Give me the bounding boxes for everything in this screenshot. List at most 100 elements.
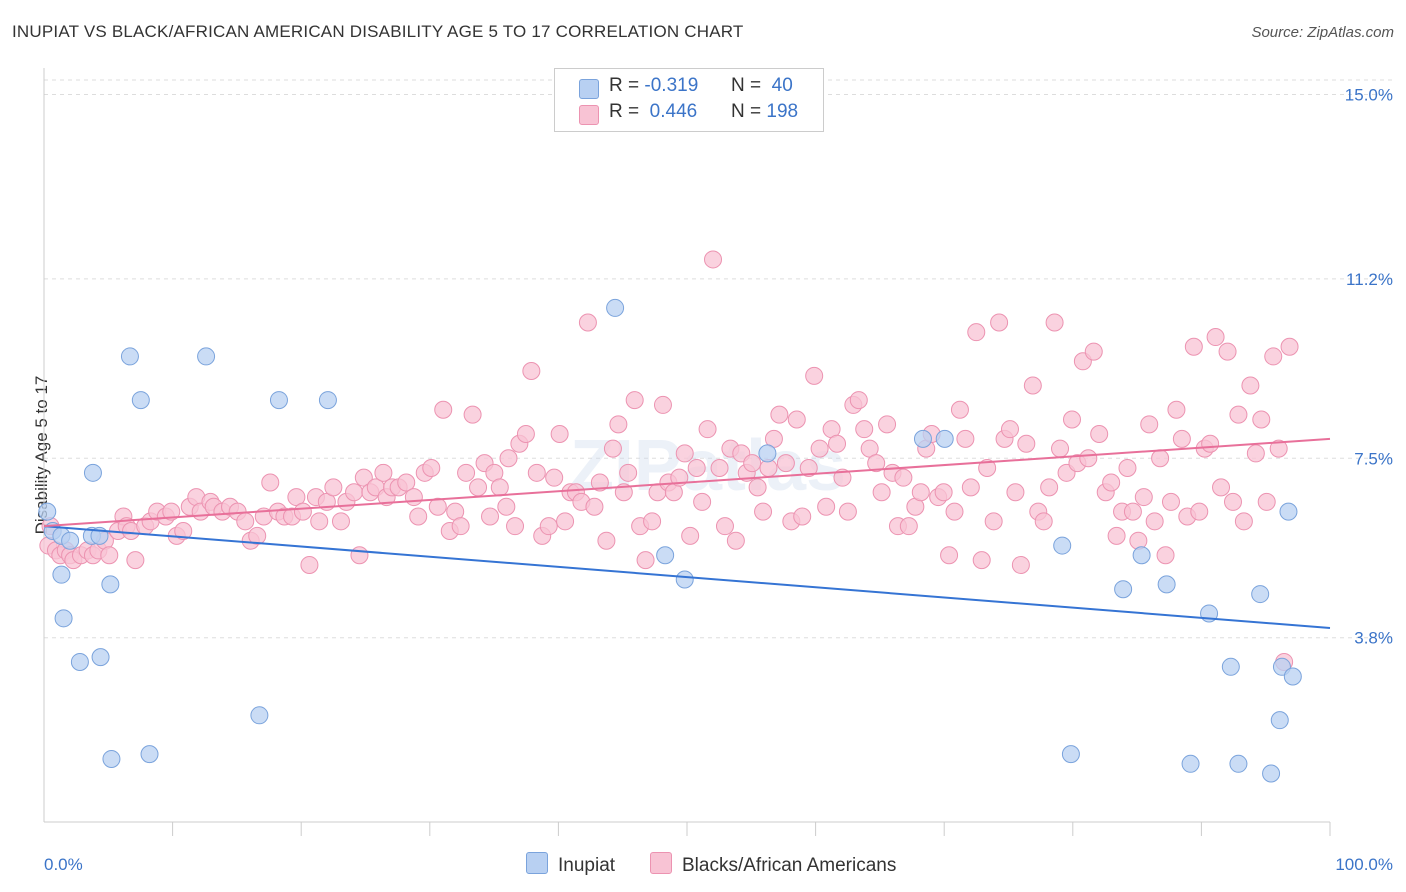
data-point-black xyxy=(1234,512,1253,531)
data-point-black xyxy=(967,323,986,342)
data-point-black xyxy=(1140,415,1159,434)
data-point-black xyxy=(1257,492,1276,511)
data-point-black xyxy=(1167,400,1186,419)
data-point-black xyxy=(331,512,350,531)
data-point-inupiat xyxy=(120,347,139,366)
data-point-black xyxy=(481,507,500,526)
data-point-black xyxy=(293,502,312,521)
data-point-black xyxy=(990,313,1009,332)
data-point-black xyxy=(945,502,964,521)
data-point-inupiat xyxy=(197,347,216,366)
data-point-inupiat xyxy=(1262,764,1281,783)
data-point-black xyxy=(350,546,369,565)
data-point-black xyxy=(1107,526,1126,545)
data-point-black xyxy=(743,454,762,473)
data-point-inupiat xyxy=(1132,546,1151,565)
data-point-black xyxy=(1156,546,1175,565)
data-point-black xyxy=(463,405,482,424)
legend-label-inupiat: Inupiat xyxy=(558,855,616,876)
data-point-black xyxy=(956,429,975,448)
data-point-black xyxy=(497,497,516,516)
data-point-black xyxy=(374,463,393,482)
legend-label-black: Blacks/African Americans xyxy=(682,855,897,876)
series-blacks-african-americans xyxy=(39,250,1299,671)
legend-item-black: Blacks/African Americans xyxy=(650,852,896,877)
data-point-inupiat xyxy=(131,391,150,410)
r-value: 0.446 xyxy=(649,101,698,122)
data-point-black xyxy=(1045,313,1064,332)
data-point-black xyxy=(681,526,700,545)
data-point-black xyxy=(940,546,959,565)
data-point-inupiat xyxy=(675,570,694,589)
data-point-black xyxy=(899,517,918,536)
data-point-black xyxy=(522,361,541,380)
data-point-black xyxy=(1229,405,1248,424)
correlation-legend: R = -0.319 N = 40 R = 0.446 N = 198 xyxy=(554,68,824,132)
y-tick-label: 7.5% xyxy=(1354,449,1393,468)
data-point-black xyxy=(855,420,874,439)
n-value: 198 xyxy=(766,101,799,122)
data-point-black xyxy=(793,507,812,526)
data-point-black xyxy=(950,400,969,419)
data-point-black xyxy=(1172,429,1191,448)
data-point-inupiat xyxy=(913,429,932,448)
chart-title: INUPIAT VS BLACK/AFRICAN AMERICAN DISABI… xyxy=(12,22,744,41)
data-point-black xyxy=(1264,347,1283,366)
r-value: -0.319 xyxy=(644,75,699,96)
data-point-black xyxy=(1201,434,1220,453)
data-point-black xyxy=(236,512,255,531)
data-point-black xyxy=(499,449,518,468)
data-point-black xyxy=(833,468,852,487)
grid-lines xyxy=(44,79,1395,639)
data-point-black xyxy=(516,425,535,444)
data-point-black xyxy=(1184,337,1203,356)
data-point-black xyxy=(1151,449,1170,468)
data-point-black xyxy=(693,492,712,511)
data-point-black xyxy=(428,497,447,516)
data-point-inupiat xyxy=(1114,580,1133,599)
data-point-black xyxy=(550,425,569,444)
data-point-inupiat xyxy=(1221,657,1240,676)
data-point-black xyxy=(704,250,723,269)
legend-item-inupiat: Inupiat xyxy=(526,852,615,877)
data-point-black xyxy=(434,400,453,419)
data-point-black xyxy=(894,468,913,487)
data-point-black xyxy=(397,473,416,492)
data-point-black xyxy=(1190,502,1209,521)
y-tick-label: 11.2% xyxy=(1346,270,1393,289)
data-point-black xyxy=(590,473,609,492)
data-point-black xyxy=(838,502,857,521)
data-point-black xyxy=(1145,512,1164,531)
data-point-black xyxy=(527,463,546,482)
data-point-black xyxy=(1051,439,1070,458)
data-point-inupiat xyxy=(1181,754,1200,773)
data-point-inupiat xyxy=(83,463,102,482)
r-label: R = xyxy=(609,101,640,122)
data-point-black xyxy=(1084,342,1103,361)
data-point-black xyxy=(585,497,604,516)
data-point-black xyxy=(1246,444,1265,463)
trend-line-black xyxy=(43,437,1331,528)
data-point-black xyxy=(457,463,476,482)
x-tick-label: 0.0% xyxy=(44,855,83,874)
data-point-black xyxy=(451,517,470,536)
data-point-black xyxy=(828,434,847,453)
data-point-black xyxy=(984,512,1003,531)
data-point-black xyxy=(310,512,329,531)
data-point-black xyxy=(625,391,644,410)
data-point-black xyxy=(715,517,734,536)
data-point-black xyxy=(1062,410,1081,429)
data-point-black xyxy=(619,463,638,482)
data-point-black xyxy=(1218,342,1237,361)
data-point-black xyxy=(653,395,672,414)
data-point-inupiat xyxy=(1053,536,1072,555)
data-point-black xyxy=(1079,449,1098,468)
trend-line-inupiat xyxy=(43,525,1331,630)
tick-labels: 3.8% 7.5% 11.2% 15.0% 0.0% 100.0% xyxy=(44,86,1393,874)
data-point-black xyxy=(698,420,717,439)
data-point-black xyxy=(162,502,181,521)
data-point-black xyxy=(1006,483,1025,502)
data-point-black xyxy=(409,507,428,526)
data-point-black xyxy=(1034,512,1053,531)
data-point-black xyxy=(1206,328,1225,347)
